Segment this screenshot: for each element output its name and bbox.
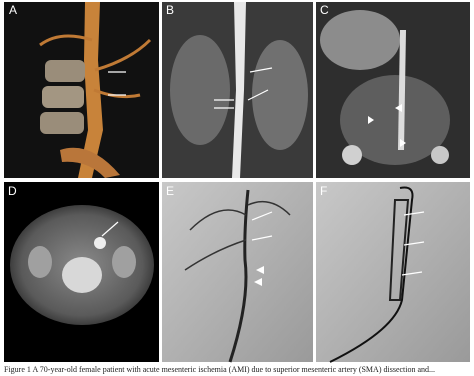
caption: Figure 1 A 70-year-old female patient wi… <box>4 365 435 374</box>
panel-label: B <box>166 3 174 17</box>
panel-d: D <box>4 182 159 362</box>
panel-label: D <box>8 184 17 198</box>
panel-f: F <box>316 182 470 363</box>
panel-label: E <box>166 184 174 198</box>
panel-c: C <box>316 2 470 178</box>
panel-label: C <box>320 3 329 17</box>
panel-a: A <box>4 2 159 178</box>
panel-label: A <box>9 3 17 17</box>
panel-label: F <box>320 184 327 198</box>
panel-e: E <box>162 182 313 363</box>
panel-b: B <box>162 2 313 178</box>
